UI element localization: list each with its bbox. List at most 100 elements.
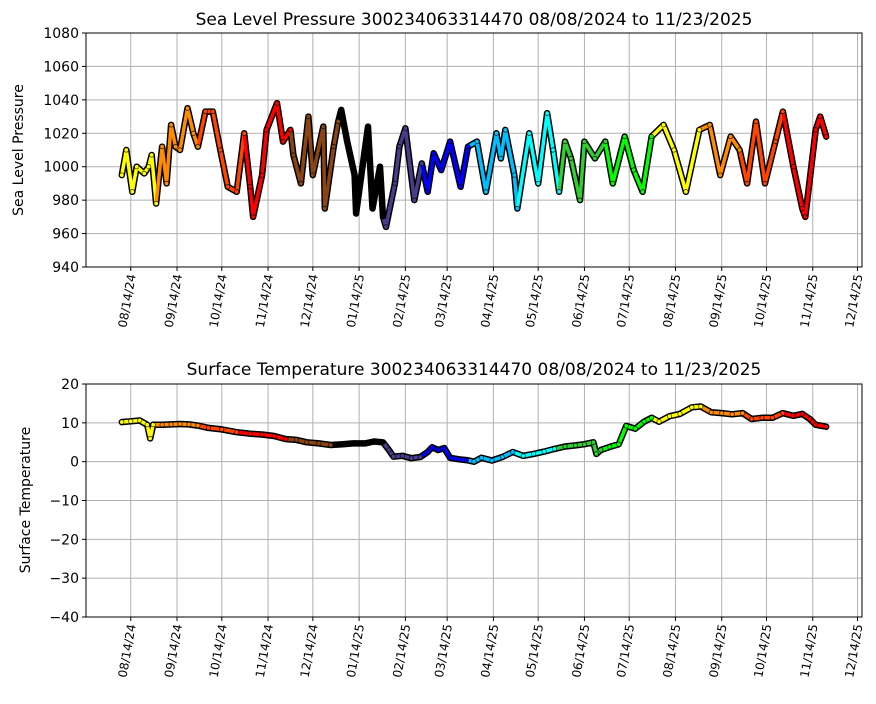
data-point — [781, 411, 785, 415]
data-point — [578, 198, 582, 202]
data-point — [387, 448, 391, 452]
x-tick-label: 04/14/25 — [478, 273, 501, 329]
data-point — [305, 440, 309, 444]
data-point — [773, 139, 777, 143]
x-tick-label: 01/14/25 — [344, 623, 367, 679]
data-point — [475, 139, 479, 143]
data-point — [527, 131, 531, 135]
data-point — [426, 190, 430, 194]
data-point — [745, 181, 749, 185]
x-tick-label: 03/14/25 — [432, 273, 455, 329]
data-point — [151, 423, 155, 427]
data-point — [260, 173, 264, 177]
data-point — [178, 422, 182, 426]
data-point — [649, 416, 653, 420]
x-tick-label: 10/14/24 — [207, 623, 230, 679]
data-point — [354, 211, 358, 215]
data-point — [763, 181, 767, 185]
series-segment — [517, 133, 529, 208]
data-point — [363, 441, 367, 445]
data-point — [124, 148, 128, 152]
y-tick-label: −30 — [49, 571, 79, 587]
y-tick-label: 20 — [61, 377, 79, 393]
series-segment — [686, 130, 699, 192]
data-point — [203, 109, 207, 113]
x-tick-label: 08/14/25 — [660, 273, 683, 329]
data-point — [791, 414, 795, 418]
sea-level-pressure-chart: Sea Level Pressure 300234063314470 08/08… — [11, 10, 865, 329]
x-tick-label: 05/14/25 — [523, 273, 546, 329]
data-point — [552, 447, 556, 451]
data-point — [458, 185, 462, 189]
data-point — [164, 181, 168, 185]
data-point — [617, 442, 621, 446]
data-point — [720, 411, 724, 415]
x-tick-label: 08/14/24 — [116, 273, 139, 329]
data-point — [718, 173, 722, 177]
data-point — [226, 185, 230, 189]
y-tick-label: 1080 — [43, 26, 79, 42]
series-segment — [450, 142, 460, 187]
data-point — [130, 190, 134, 194]
data-point — [366, 124, 370, 128]
data-point — [235, 430, 239, 434]
x-tick-label: 09/14/25 — [707, 623, 730, 679]
x-tick-label: 12/14/24 — [298, 623, 321, 679]
data-point — [160, 423, 164, 427]
series-segment — [783, 112, 793, 167]
data-point — [484, 190, 488, 194]
data-point — [154, 201, 158, 205]
data-point — [187, 422, 191, 426]
data-point — [781, 109, 785, 113]
data-point — [430, 445, 434, 449]
data-point — [582, 139, 586, 143]
data-point — [311, 173, 315, 177]
data-point — [551, 148, 555, 152]
x-tick-label: 05/14/25 — [523, 623, 546, 679]
data-point — [824, 425, 828, 429]
x-tick-label: 11/14/24 — [253, 623, 276, 679]
data-point — [146, 165, 150, 169]
data-point — [242, 131, 246, 135]
data-point — [426, 450, 430, 454]
data-point — [352, 173, 356, 177]
x-tick-label: 06/14/25 — [569, 273, 592, 329]
x-tick-label: 02/14/25 — [390, 273, 413, 329]
data-point — [678, 412, 682, 416]
data-point — [196, 144, 200, 148]
data-point — [448, 456, 452, 460]
x-tick-label: 09/14/24 — [162, 623, 185, 679]
data-point — [640, 190, 644, 194]
data-point — [448, 139, 452, 143]
data-point — [391, 454, 395, 458]
x-tick-label: 12/14/25 — [842, 273, 865, 329]
y-tick-label: −10 — [49, 494, 79, 510]
data-point — [306, 114, 310, 118]
data-point — [148, 436, 152, 440]
data-point — [191, 131, 195, 135]
y-axis-label: Sea Level Pressure — [11, 84, 27, 216]
data-point — [420, 161, 424, 165]
data-point — [770, 416, 774, 420]
x-tick-label: 11/14/24 — [253, 273, 276, 329]
x-tick-label: 09/14/24 — [162, 273, 185, 329]
data-point — [393, 181, 397, 185]
data-point — [439, 168, 443, 172]
data-point — [599, 448, 603, 452]
data-point — [740, 411, 744, 415]
x-tick-label: 06/14/25 — [569, 623, 592, 679]
series-segment — [664, 125, 674, 150]
data-point — [248, 185, 252, 189]
data-point — [381, 215, 385, 219]
data-point — [672, 148, 676, 152]
data-point — [264, 128, 268, 132]
y-tick-label: 940 — [52, 260, 79, 276]
data-point — [749, 417, 753, 421]
series-segment — [323, 127, 324, 209]
x-tick-label: 04/14/25 — [478, 623, 501, 679]
x-tick-label: 03/14/25 — [432, 623, 455, 679]
x-tick-label: 07/14/25 — [614, 273, 637, 329]
y-tick-label: 1000 — [43, 160, 79, 176]
data-point — [499, 156, 503, 160]
